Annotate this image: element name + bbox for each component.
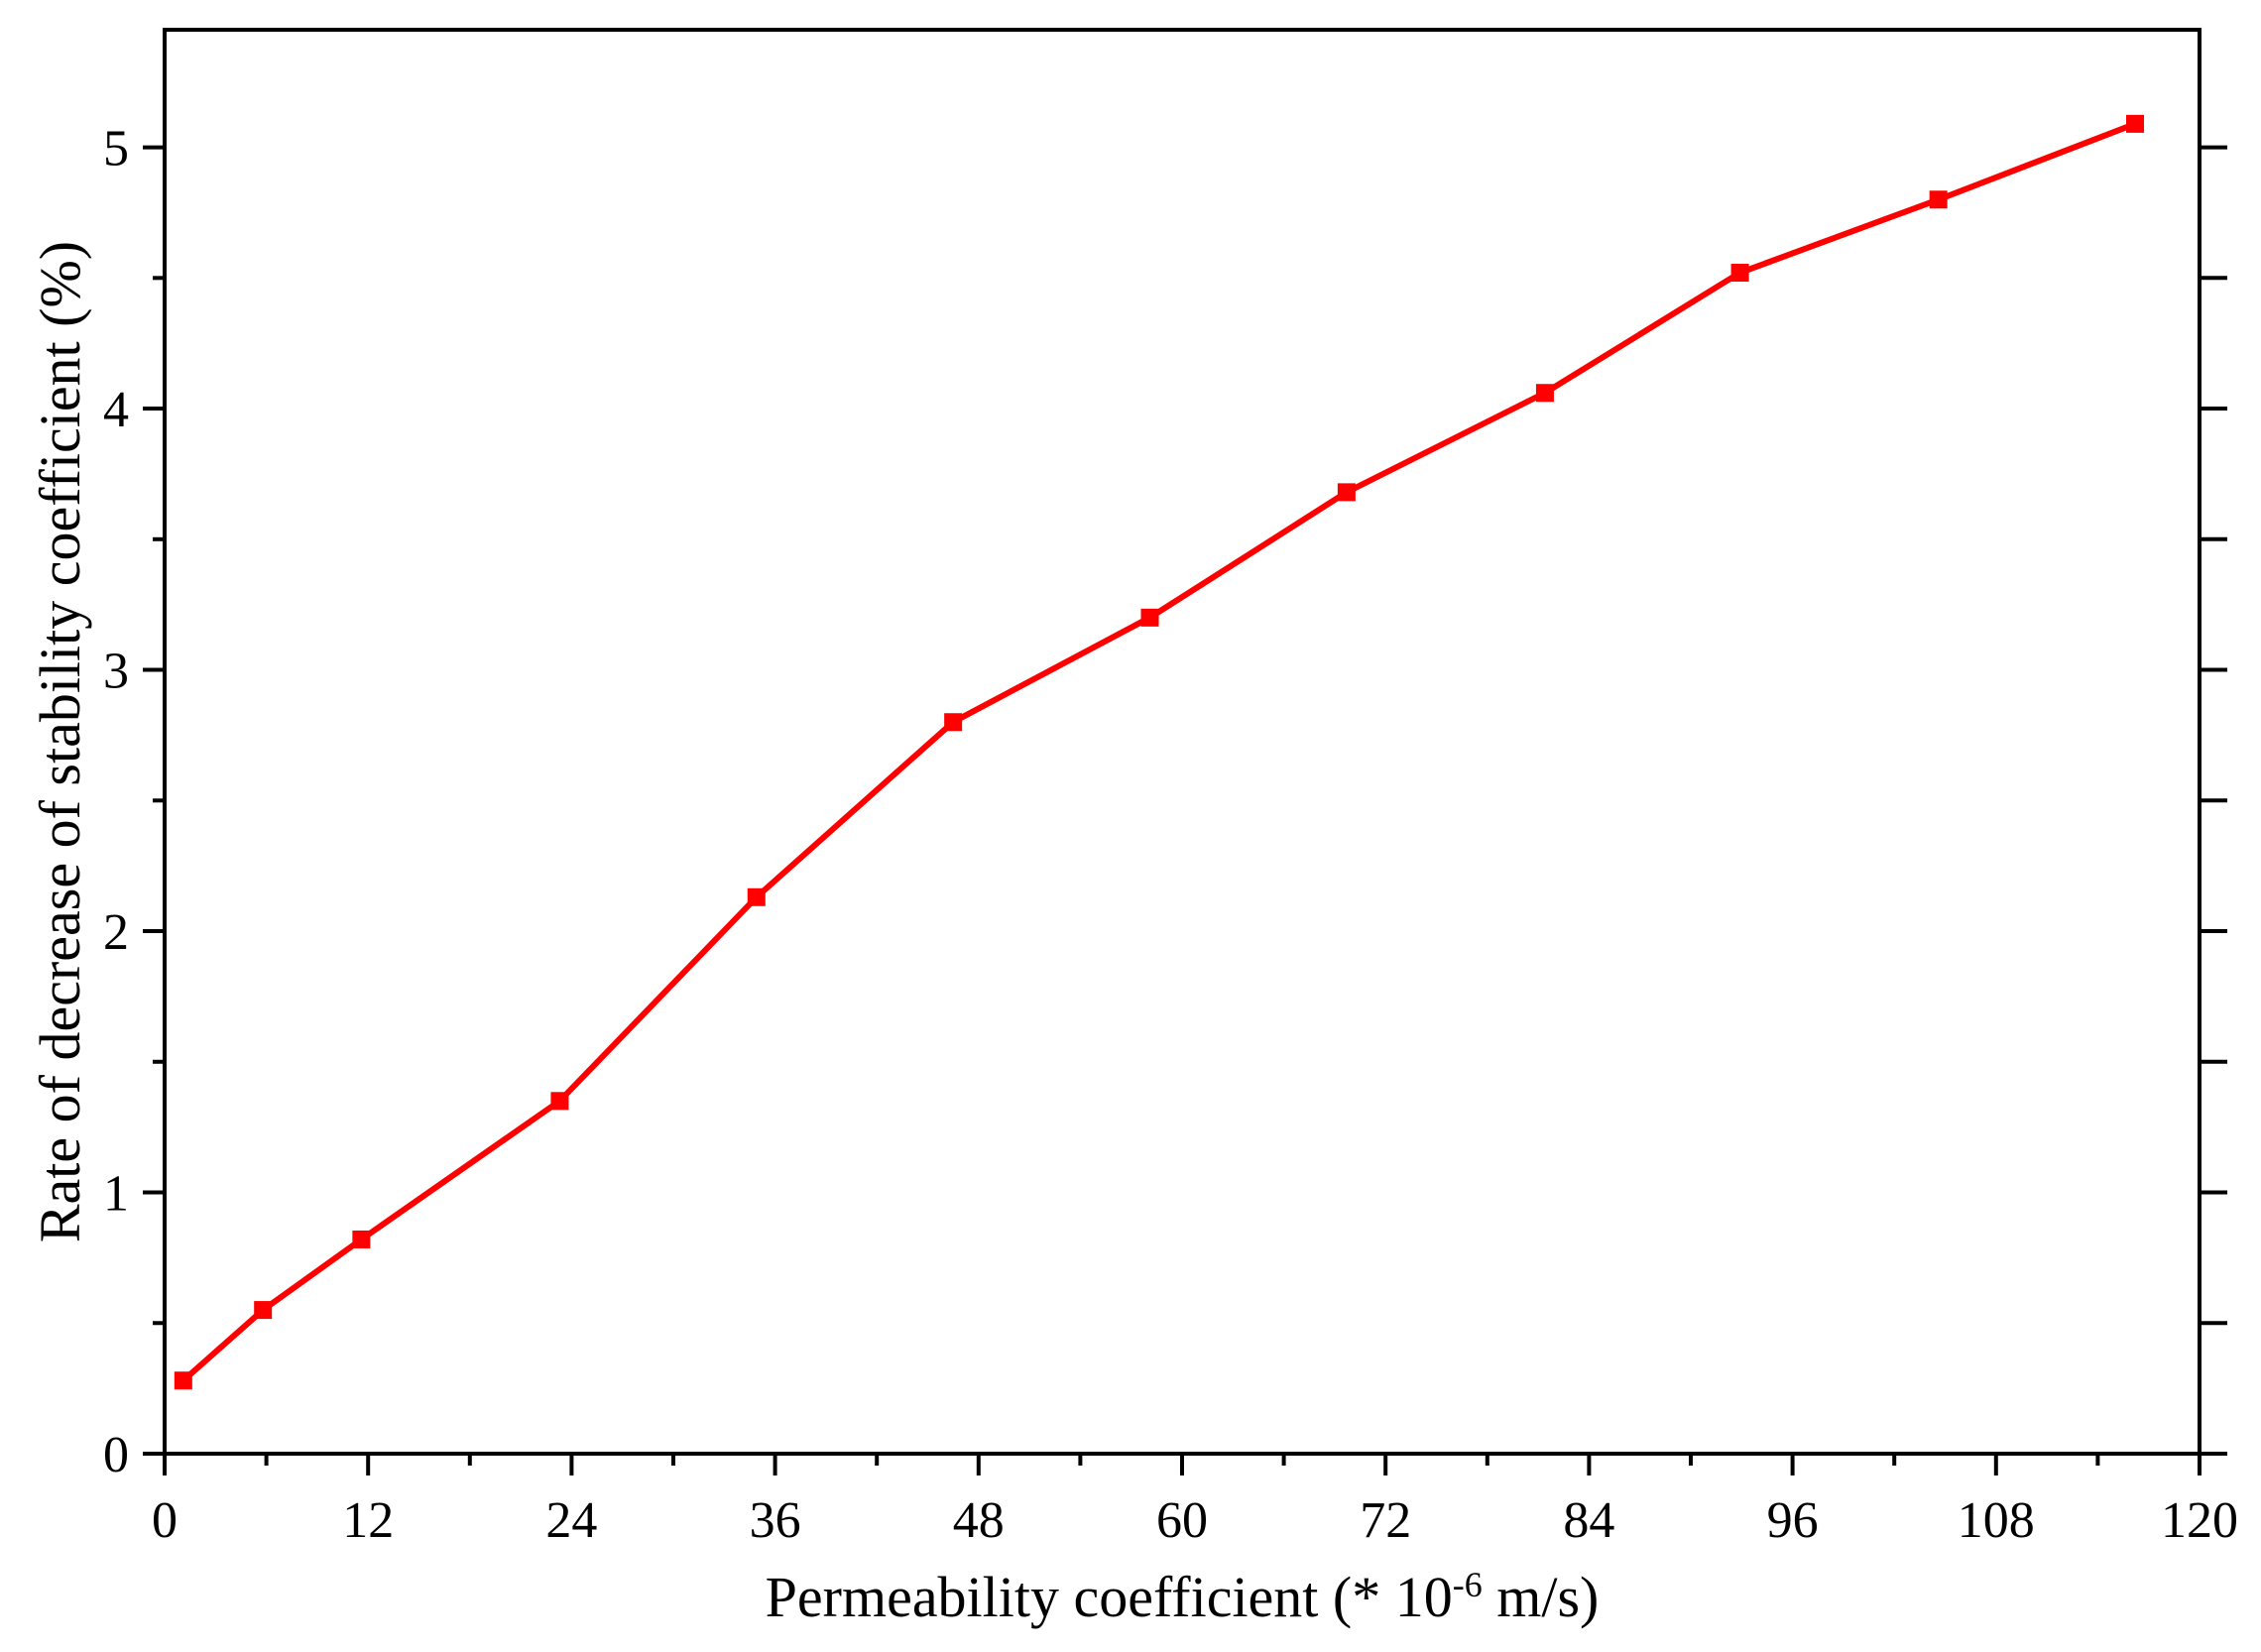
series-line bbox=[180, 121, 2137, 1383]
x-axis-title-main: Permeability coefficient (* 10 bbox=[766, 1565, 1453, 1629]
data-point-marker bbox=[1535, 384, 1554, 403]
x-tick-label: 60 bbox=[1156, 1492, 1208, 1549]
x-tick-label: 120 bbox=[2161, 1492, 2238, 1549]
plot-frame bbox=[163, 28, 2202, 1456]
data-point-marker bbox=[1929, 190, 1948, 209]
y-tick-label: 4 bbox=[103, 382, 129, 438]
y-tick-label: 3 bbox=[103, 644, 129, 700]
data-point-marker bbox=[944, 713, 963, 732]
x-tick-label: 0 bbox=[152, 1492, 178, 1549]
y-tick-label: 1 bbox=[103, 1166, 129, 1223]
x-axis-title-unit: m/s) bbox=[1483, 1565, 1600, 1629]
y-tick-label: 5 bbox=[103, 121, 129, 177]
x-tick-label: 108 bbox=[1958, 1492, 2035, 1549]
x-axis-title-exponent: -6 bbox=[1453, 1565, 1483, 1604]
x-tick-label: 36 bbox=[750, 1492, 801, 1549]
data-point-marker bbox=[254, 1301, 273, 1320]
x-tick-label: 96 bbox=[1767, 1492, 1819, 1549]
data-point-marker bbox=[2126, 114, 2145, 133]
x-tick-label: 72 bbox=[1360, 1492, 1411, 1549]
y-axis-title: Rate of decrease of stability coefficien… bbox=[28, 241, 92, 1242]
data-point-marker bbox=[352, 1230, 371, 1248]
data-point-marker bbox=[1337, 483, 1356, 502]
x-tick-label: 84 bbox=[1563, 1492, 1614, 1549]
y-tick-label: 2 bbox=[103, 904, 129, 961]
data-series bbox=[174, 114, 2145, 1390]
x-axis-title: Permeability coefficient (* 10-6 m/s) bbox=[766, 1565, 1600, 1629]
axis-ticks bbox=[143, 145, 2227, 1475]
data-point-marker bbox=[747, 887, 766, 906]
data-point-marker bbox=[550, 1092, 569, 1111]
data-point-marker bbox=[174, 1371, 192, 1390]
y-tick-label: 0 bbox=[103, 1427, 129, 1483]
data-point-marker bbox=[1140, 608, 1159, 627]
x-tick-label: 24 bbox=[545, 1492, 597, 1549]
data-point-marker bbox=[1730, 264, 1749, 283]
x-tick-label: 12 bbox=[342, 1492, 394, 1549]
x-tick-label: 48 bbox=[953, 1492, 1005, 1549]
